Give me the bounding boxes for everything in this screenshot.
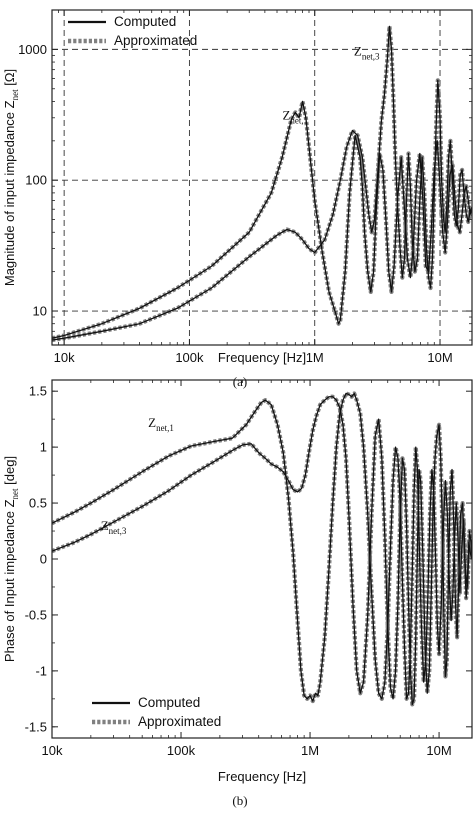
legend-label-0: Computed (114, 14, 176, 29)
chart-b-panel-label: (b) (232, 793, 247, 808)
chart-a-y-axis-label-main: Magnitude of input impedance Z (2, 100, 17, 286)
computed-line-2 (52, 396, 472, 706)
chart-a-panel-label: (a) (233, 374, 247, 389)
x-tick-label-1: 100k (167, 743, 196, 758)
annotation-main: Z (101, 518, 109, 533)
computed-line-1 (52, 392, 472, 702)
chart-b-y-axis-label: Phase of Input impedance Znet [deg] (2, 456, 20, 662)
y-tick-label-1: 100 (25, 173, 47, 188)
y-tick-label-3: 0 (40, 552, 47, 567)
annotation-subscript: net,1 (156, 423, 174, 433)
chart-a-x-axis-label: Frequency [Hz] (218, 350, 306, 365)
annotation-subscript: net,3 (362, 51, 380, 61)
series-annotation-1: Znet,3 (354, 43, 380, 61)
y-tick-label-6: -1.5 (25, 719, 47, 734)
y-tick-label-2: 1000 (18, 42, 47, 57)
y-tick-label-1: 1 (40, 440, 47, 455)
annotation-main: Z (148, 415, 156, 430)
x-tick-label-1: 100k (175, 350, 204, 365)
chart-a-ticks: 10k 100k 1M 10M 10 100 1000 (18, 9, 472, 365)
x-tick-label-0: 10k (42, 743, 63, 758)
chart-b-y-axis-label-unit: [deg] (2, 456, 17, 489)
y-tick-label-5: -1 (35, 663, 47, 678)
series-annotation-1: Znet,3 (101, 518, 127, 536)
chart-a-y-axis-label-unit: [Ω] (2, 69, 17, 90)
y-tick-label-0: 1.5 (29, 384, 47, 399)
chart-a-y-axis-label: Magnitude of input impedance Znet [Ω] (2, 69, 20, 286)
chart-a-y-axis-label-subscript: net (10, 89, 20, 100)
series-annotation-0: Znet,1 (148, 415, 174, 433)
chart-a-legend: Computed Approximated (68, 14, 197, 48)
x-tick-label-2: 1M (301, 743, 319, 758)
chart-b-series (52, 391, 472, 707)
legend-label-1: Approximated (138, 714, 221, 729)
annotation-subscript: net,3 (109, 526, 127, 536)
annotation-main: Z (354, 43, 362, 58)
y-tick-label-2: 0.5 (29, 496, 47, 511)
computed-line-1 (52, 100, 472, 339)
chart-a-plot-frame (51, 9, 473, 346)
annotation-main: Z (282, 108, 290, 123)
approximated-line-2 (52, 24, 472, 343)
computed-line-2 (52, 25, 472, 341)
series-annotation-0: Znet,1 (282, 108, 308, 126)
legend-label-1: Approximated (114, 33, 197, 48)
chart-b-legend: Computed Approximated (92, 695, 221, 729)
chart-a-series (52, 24, 472, 343)
chart-b-ticks: 10k 100k 1M 10M 1.5 1 0.5 0 -0.5 -1 -1.5 (25, 380, 472, 758)
y-tick-label-0: 10 (33, 304, 47, 319)
legend-label-0: Computed (138, 695, 200, 710)
y-tick-label-4: -0.5 (25, 607, 47, 622)
x-tick-label-3: 10M (426, 743, 451, 758)
x-tick-label-0: 10k (54, 350, 75, 365)
chart-a-grid (52, 10, 472, 345)
chart-panel-a: 10k 100k 1M 10M 10 100 1000 Computed Approximat… (2, 9, 473, 389)
annotation-subscript: net,1 (290, 116, 308, 126)
approximated-line-1 (52, 99, 472, 341)
x-tick-label-3: 10M (427, 350, 452, 365)
chart-b-y-axis-label-main: Phase of Input impedance Z (2, 499, 17, 662)
x-tick-label-2: 1M (306, 350, 324, 365)
chart-b-x-axis-label: Frequency [Hz] (218, 769, 306, 784)
chart-b-y-axis-label-subscript: net (10, 488, 20, 499)
chart-panel-b: 10k 100k 1M 10M 1.5 1 0.5 0 -0.5 -1 -1.5 Computed A… (2, 379, 473, 808)
